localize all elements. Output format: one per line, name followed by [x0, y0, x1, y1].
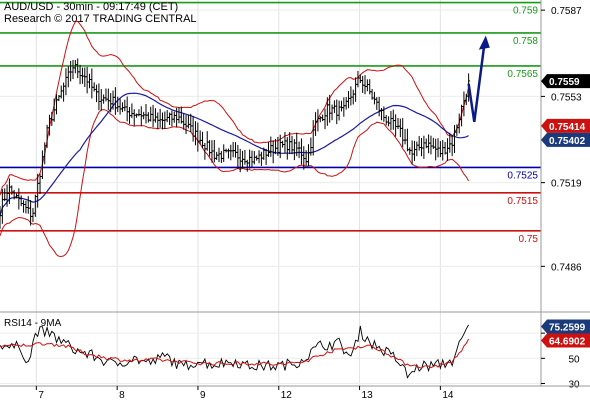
price-badge: 0.7559 — [541, 74, 590, 89]
price-bars — [0, 58, 471, 229]
y-tick-label: 0.7519 — [551, 179, 582, 190]
x-tick-label: 13 — [362, 390, 374, 400]
price-badge-bg — [541, 118, 590, 133]
price-badge: 0.75402 — [541, 132, 590, 147]
forecast-arrow — [467, 35, 490, 122]
rsi-ma-line — [0, 338, 470, 369]
y-tick-label: 0.7553 — [551, 92, 582, 103]
price-badge-bg — [541, 132, 590, 147]
rsi-badge: 64.6902 — [541, 333, 590, 348]
x-tick-label: 14 — [442, 390, 454, 400]
level-label: 0.758 — [513, 36, 538, 47]
forecast-arrow-path — [467, 40, 487, 122]
price-badge-text: 0.7559 — [549, 77, 580, 88]
chart-copyright: Research © 2017 TRADING CENTRAL — [4, 13, 197, 25]
x-tick-label: 12 — [281, 390, 293, 400]
forecast-arrow-head — [478, 35, 490, 50]
rsi-badge-bg — [541, 333, 590, 348]
price-badge-text: 0.75414 — [549, 122, 586, 133]
rsi-badge-bg — [541, 319, 590, 334]
price-badge-bg — [541, 74, 590, 89]
y-tick-label: 0.7486 — [551, 262, 582, 273]
moving-average — [0, 92, 469, 216]
time-axis: 7 8 9 12 13 14 — [0, 385, 590, 400]
rsi-panel: RSI14 - 9MA — [0, 311, 590, 384]
rsi-badge-text: 75.2599 — [549, 323, 586, 334]
rsi-badge: 75.2599 — [541, 319, 590, 334]
rsi-badge-text: 64.6902 — [549, 337, 586, 348]
bollinger-bands — [0, 20, 470, 258]
bollinger-upper — [0, 20, 470, 196]
bollinger-lower — [0, 109, 470, 258]
rsi-tick-label: 50 — [568, 354, 580, 365]
price-badges: 0.7559 0.75414 0.75402 75.2599 64.6902 — [541, 74, 590, 348]
level-label: 0.759 — [513, 6, 538, 17]
x-tick-label: 7 — [38, 390, 44, 400]
level-label: 0.7565 — [507, 69, 538, 80]
x-tick-label: 9 — [200, 390, 206, 400]
chart-title: AUD/USD - 30min - 09:17:49 (CET) — [4, 1, 179, 13]
level-label: 0.7525 — [507, 170, 538, 181]
price-badge: 0.75414 — [541, 118, 590, 133]
support-resistance-levels: 0.759 0.758 0.7565 0.7525 0.7515 0.75 — [0, 1, 541, 245]
level-label: 0.7515 — [507, 196, 538, 207]
level-label: 0.75 — [519, 234, 539, 245]
x-tick-label: 8 — [119, 390, 125, 400]
rsi-label: RSI14 - 9MA — [4, 318, 62, 329]
price-badge-text: 0.75402 — [549, 136, 586, 147]
rsi-tick-label: 30 — [568, 379, 580, 390]
y-tick-label: 0.7587 — [551, 6, 582, 17]
